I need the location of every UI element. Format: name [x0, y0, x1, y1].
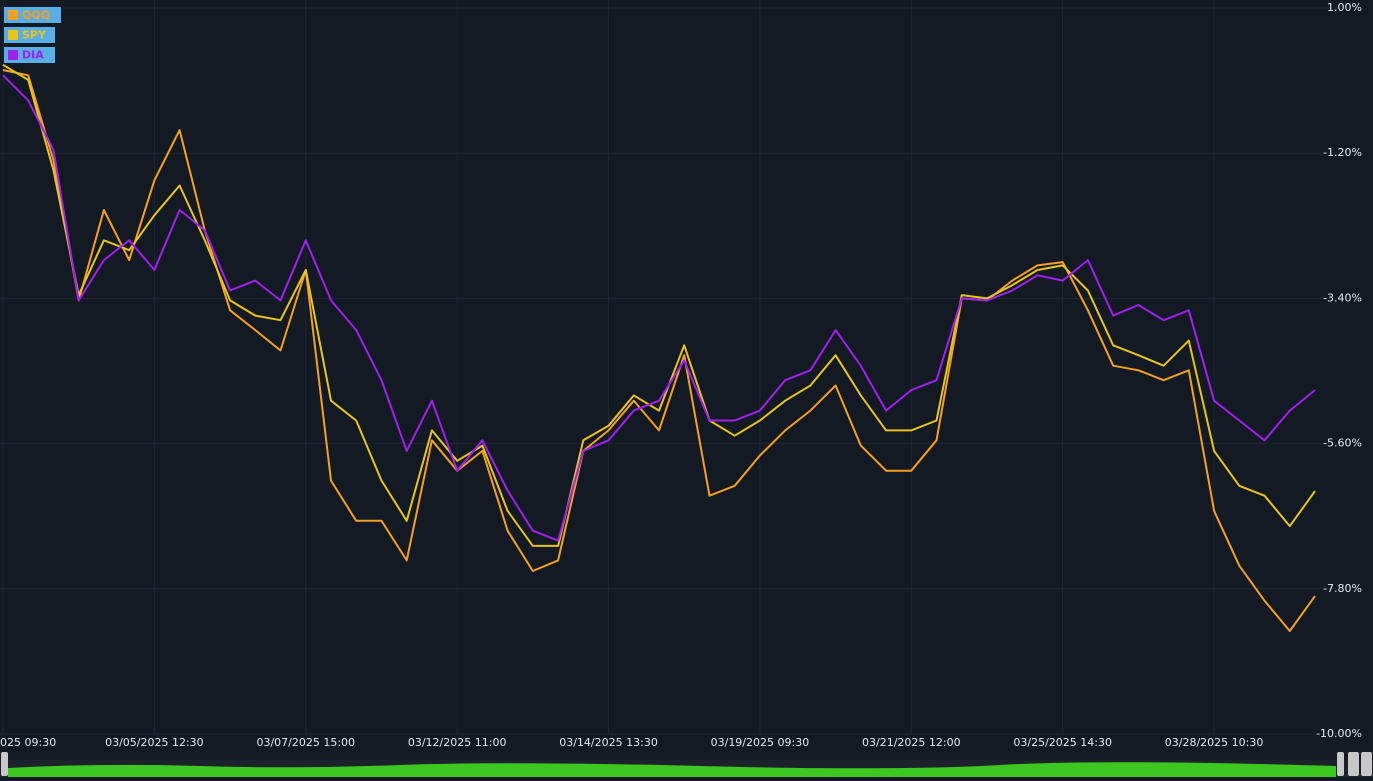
y-tick-label: 1.00%	[1327, 1, 1362, 14]
scroll-handle[interactable]	[1, 752, 8, 776]
x-tick-label: 03/19/2025 09:30	[711, 736, 810, 749]
x-tick-label: 03/21/2025 12:00	[862, 736, 961, 749]
y-tick-label: -3.40%	[1323, 291, 1362, 304]
scroll-left-button[interactable]	[1348, 752, 1359, 776]
x-tick-label: 03/25/2025 14:30	[1013, 736, 1112, 749]
x-tick-label: 03/07/2025 15:00	[256, 736, 355, 749]
y-tick-label: -10.00%	[1316, 727, 1362, 740]
legend-item-bg	[4, 7, 61, 23]
series-line	[2, 69, 1316, 632]
scroll-handle[interactable]	[1337, 752, 1344, 776]
x-tick-label: 03/05/2025 12:30	[105, 736, 204, 749]
legend-label: DIA	[22, 49, 44, 62]
x-tick-label: 03/28/2025 10:30	[1165, 736, 1264, 749]
legend: QQQ SPY DIA	[4, 7, 61, 63]
series-line	[2, 63, 1316, 547]
legend-swatch	[8, 50, 18, 60]
y-tick-label: -7.80%	[1323, 582, 1362, 595]
y-tick-label: -5.60%	[1323, 437, 1362, 450]
x-tick-label: 03/14/2025 13:30	[559, 736, 658, 749]
navigator-area	[8, 762, 1336, 777]
scroll-right-button[interactable]	[1361, 752, 1372, 776]
legend-label: SPY	[22, 29, 47, 42]
series-line	[2, 74, 1316, 542]
x-tick-label: 03/12/2025 11:00	[408, 736, 507, 749]
legend-label: QQQ	[22, 9, 50, 22]
x-tick-label: 025 09:30	[0, 736, 56, 749]
legend-swatch	[8, 10, 18, 20]
scrollbar[interactable]	[0, 752, 1373, 777]
legend-swatch	[8, 30, 18, 40]
y-tick-label: -1.20%	[1323, 146, 1362, 159]
